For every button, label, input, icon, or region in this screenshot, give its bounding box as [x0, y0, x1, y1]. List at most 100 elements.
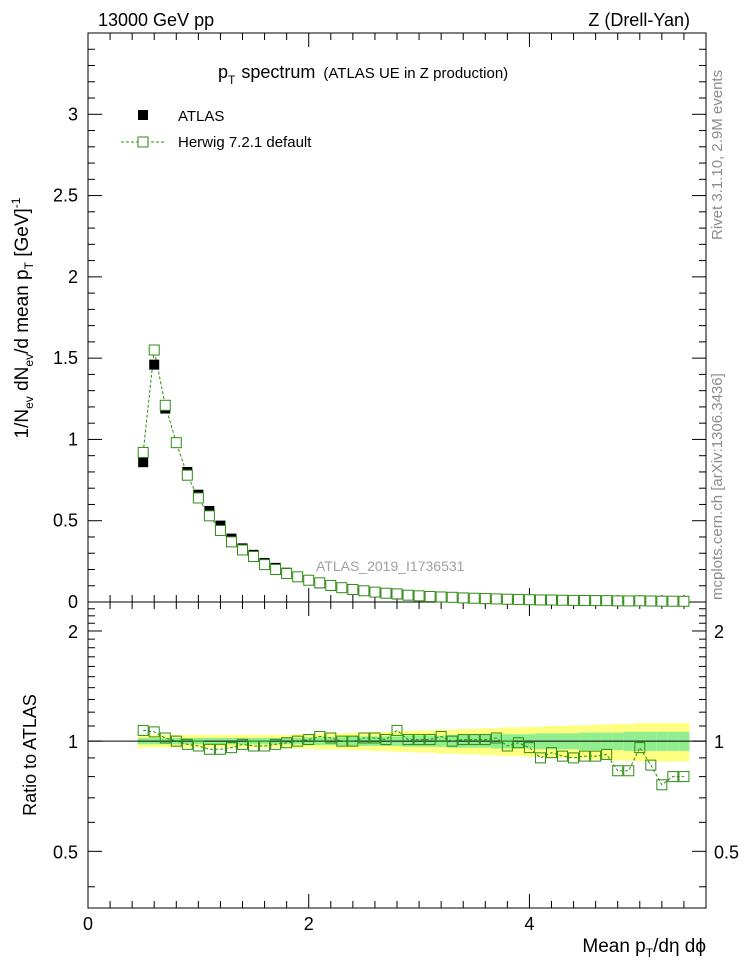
herwig-ratio-point: [413, 734, 425, 746]
herwig-ratio-point: [292, 735, 304, 747]
herwig-point: [137, 446, 149, 458]
herwig-point: [579, 595, 591, 607]
herwig-point: [501, 593, 513, 605]
herwig-ratio-point: [612, 765, 624, 777]
herwig-ratio-point: [546, 747, 557, 759]
herwig-point: [446, 591, 458, 603]
y-tick-label-ratio: 0.5: [53, 842, 78, 862]
herwig-ratio-point: [137, 724, 149, 736]
herwig-ratio-point: [435, 730, 447, 742]
herwig-ratio-line: [143, 729, 684, 786]
herwig-ratio-point: [159, 732, 171, 744]
herwig-point: [380, 587, 392, 599]
herwig-ratio-point: [303, 734, 315, 746]
header-left: 13000 GeV pp: [98, 10, 214, 30]
herwig-point: [281, 568, 293, 580]
legend-herwig-marker: [137, 136, 149, 148]
atlas-point: [138, 457, 149, 468]
herwig-point: [402, 589, 414, 601]
herwig-ratio-point: [601, 748, 613, 760]
y-tick-label-main: 2: [68, 267, 78, 287]
svg-text:1/Nev dNev/d mean pT [GeV]-1: 1/Nev dNev/d mean pT [GeV]-1: [9, 197, 36, 438]
y-tick-label-main: 0.5: [53, 511, 78, 531]
y-tick-label-ratio: 1: [68, 732, 78, 752]
herwig-ratio-point: [501, 740, 513, 752]
herwig-point: [457, 592, 469, 604]
plot-title: pT spectrum (ATLAS UE in Z production): [218, 62, 508, 87]
legend: ATLAS Herwig 7.2.1 default: [121, 108, 312, 151]
herwig-point: [424, 590, 436, 602]
herwig-ratio-point: [214, 743, 226, 755]
herwig-point: [314, 577, 326, 589]
herwig-ratio-point: [457, 734, 469, 746]
herwig-ratio-point: [490, 732, 502, 744]
herwig-point: [181, 469, 193, 481]
herwig-ratio-point: [170, 735, 182, 747]
herwig-point: [214, 524, 226, 536]
herwig-ratio-point: [281, 737, 293, 749]
herwig-ratio-point: [534, 752, 546, 764]
herwig-ratio-point: [248, 740, 260, 752]
header-right: Z (Drell-Yan): [588, 10, 690, 30]
herwig-ratio-point: [270, 738, 282, 750]
herwig-point: [512, 593, 524, 605]
ratio-uncertainty-bands: [137, 723, 690, 762]
herwig-ratio-point: [645, 759, 657, 771]
y-tick-label-main: 1.5: [53, 348, 78, 368]
herwig-ratio-point: [479, 734, 491, 746]
herwig-ratio-point: [314, 730, 326, 742]
herwig-point: [590, 595, 602, 607]
herwig-ratio-point: [523, 742, 535, 754]
herwig-point: [237, 544, 248, 556]
herwig-ratio-point: [181, 738, 193, 750]
herwig-ratio-point: [590, 750, 602, 762]
y-tick-label-main: 3: [68, 104, 78, 124]
herwig-ratio-point: [468, 734, 480, 746]
herwig-point: [546, 594, 557, 606]
herwig-point: [159, 399, 171, 411]
atlas-point: [149, 359, 160, 370]
herwig-ratio-point: [656, 779, 668, 791]
herwig-point: [678, 595, 690, 607]
herwig-point: [468, 592, 480, 604]
legend-atlas-label: ATLAS: [178, 108, 224, 125]
herwig-ratio-point: [148, 726, 160, 738]
herwig-ratio-point: [192, 740, 204, 752]
herwig-ratio-point: [579, 750, 591, 762]
herwig-point: [601, 595, 613, 607]
mcplots-label: mcplots.cern.ch [arXiv:1306.3436]: [709, 373, 726, 600]
y-tick-label-ratio-right: 0.5: [714, 842, 739, 862]
y-tick-label-ratio-right: 1: [714, 732, 724, 752]
herwig-point: [656, 595, 668, 607]
x-tick-label: 2: [304, 914, 314, 934]
herwig-point: [270, 563, 282, 575]
axes: 0 2 4 0 0.5 1 1.5 2 2.5 3 0.5 0.5 1 1 2 2: [53, 32, 739, 934]
herwig-point: [248, 550, 260, 562]
herwig-ratio-point: [259, 740, 271, 752]
herwig-point: [303, 574, 315, 586]
herwig-point: [325, 579, 337, 591]
y-tick-label-main: 0: [68, 592, 78, 612]
herwig-point: [148, 344, 160, 356]
rivet-label: Rivet 3.1.10, 2.9M events: [709, 70, 726, 240]
herwig-point: [336, 582, 348, 594]
legend-herwig-label: Herwig 7.2.1 default: [178, 134, 312, 151]
y-axis-label-ratio: Ratio to ATLAS: [20, 694, 40, 816]
herwig-ratio-point: [568, 752, 580, 764]
herwig-ratio-point: [325, 732, 337, 744]
herwig-point: [347, 583, 359, 595]
herwig-point: [413, 590, 425, 602]
herwig-point: [490, 593, 502, 605]
herwig-point: [192, 492, 204, 504]
herwig-ratio-point: [557, 750, 569, 762]
x-tick-label: 4: [524, 914, 534, 934]
herwig-point: [259, 559, 271, 571]
herwig-ratio-point: [203, 743, 215, 755]
x-axis-label: Mean pT/dη dϕ: [582, 936, 706, 960]
y-tick-label-main: 2.5: [53, 186, 78, 206]
main-plot-series: [137, 344, 690, 607]
y-tick-label-ratio: 2: [68, 622, 78, 642]
herwig-ratio-point: [667, 771, 679, 783]
ratio-plot-series: [137, 724, 690, 791]
